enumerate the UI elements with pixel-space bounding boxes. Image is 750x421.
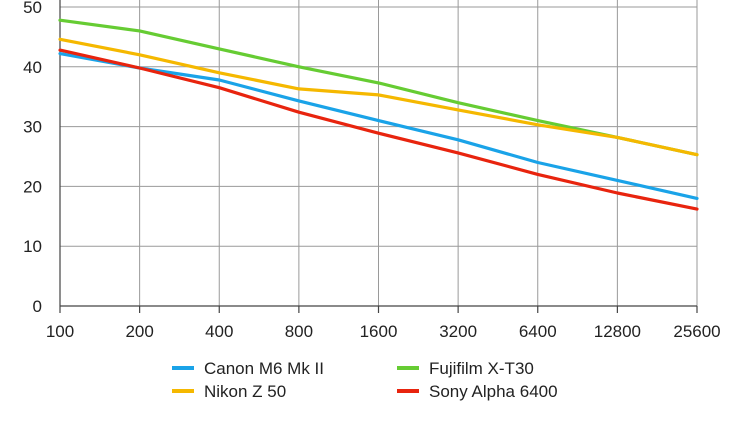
series-line-nikon-z-50 (58, 37, 699, 157)
series-line-sony-alpha-6400 (58, 48, 699, 211)
y-tick-label: 10 (23, 237, 42, 256)
x-tick-label: 200 (125, 322, 153, 341)
x-tick-label: 800 (285, 322, 313, 341)
y-tick-label: 30 (23, 118, 42, 137)
x-tick-label: 6400 (519, 322, 557, 341)
legend-label-sony-alpha-6400: Sony Alpha 6400 (429, 382, 558, 401)
x-tick-label: 100 (46, 322, 74, 341)
y-tick-labels: 0 10 20 30 40 50 (23, 0, 42, 316)
x-tick-label: 25600 (673, 322, 720, 341)
y-tick-label: 0 (33, 297, 42, 316)
legend-label-nikon-z-50: Nikon Z 50 (204, 382, 286, 401)
x-tick-label: 400 (205, 322, 233, 341)
x-tick-label: 12800 (594, 322, 641, 341)
y-tick-label: 20 (23, 177, 42, 196)
x-tick-label: 1600 (360, 322, 398, 341)
series-lines (58, 18, 699, 211)
legend-label-fujifilm-x-t30: Fujifilm X-T30 (429, 359, 534, 378)
grid (60, 0, 698, 306)
y-tick-label: 40 (23, 58, 42, 77)
x-tick-labels: 100 200 400 800 1600 3200 6400 12800 25600 (46, 322, 721, 341)
legend-label-canon-m6-mk-ii: Canon M6 Mk II (204, 359, 324, 378)
series-line-canon-m6-mk-ii (58, 51, 699, 200)
x-tick-label: 3200 (439, 322, 477, 341)
legend: Canon M6 Mk II Fujifilm X-T30 Nikon Z 50 So… (172, 359, 558, 401)
y-tick-label: 50 (23, 0, 42, 17)
